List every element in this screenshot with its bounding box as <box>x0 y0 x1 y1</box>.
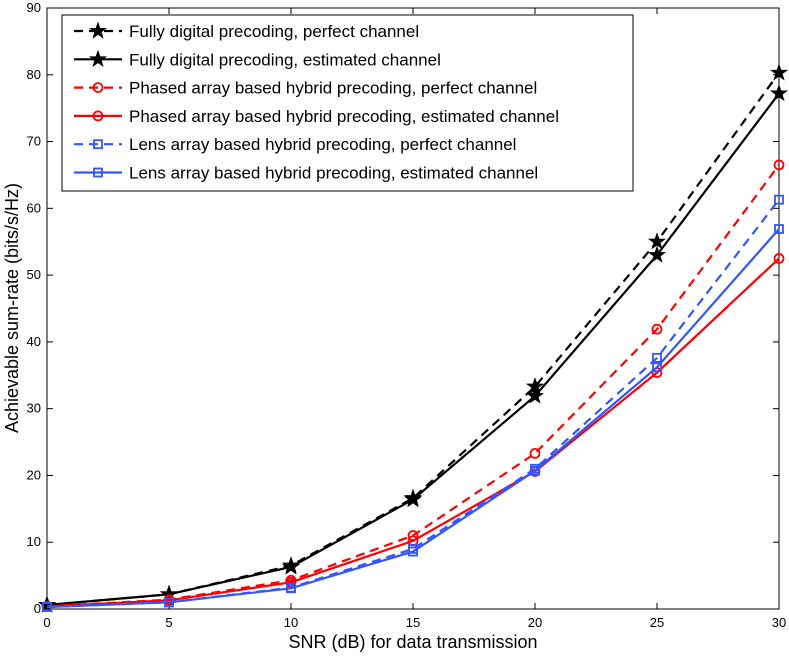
legend-label-5: Lens array based hybrid precoding, estim… <box>129 164 538 183</box>
series-1-point-4 <box>525 386 545 404</box>
y-tick-label-9: 90 <box>27 0 41 15</box>
legend-marker-5 <box>93 167 103 178</box>
legend-marker-1 <box>88 49 108 68</box>
legend-box <box>61 14 634 192</box>
y-tick-label-6: 60 <box>27 200 41 215</box>
x-tick-label-6: 30 <box>772 615 786 630</box>
series-1-point-0 <box>37 595 57 613</box>
series-5-point-5 <box>652 362 662 373</box>
series-4-point-6 <box>774 194 784 205</box>
series-1-point-2 <box>281 557 301 575</box>
series-5-point-4 <box>530 465 540 476</box>
series-5-point-6 <box>774 224 784 234</box>
y-tick-label-4: 40 <box>27 334 41 349</box>
legend-marker-2 <box>92 82 104 93</box>
series-1-point-6 <box>769 83 789 102</box>
y-axis-label: Achievable sum-rate (bits/s/Hz) <box>2 183 22 433</box>
series-5-point-3 <box>408 546 418 557</box>
series-5-point-0 <box>42 602 52 612</box>
legend-label-2: Phased array based hybrid precoding, per… <box>129 79 537 98</box>
x-tick-label-5: 25 <box>650 615 664 630</box>
legend-label-0: Fully digital precoding, perfect channel <box>129 22 419 41</box>
series-3-point-6 <box>773 253 785 264</box>
x-tick-label-0: 0 <box>43 615 50 630</box>
series-5-point-1 <box>164 597 174 608</box>
x-tick-label-3: 15 <box>406 615 420 630</box>
series-2-point-4 <box>529 448 541 459</box>
y-tick-label-3: 30 <box>27 401 41 416</box>
legend-label-1: Fully digital precoding, estimated chann… <box>129 50 441 69</box>
series-1-point-5 <box>647 245 667 263</box>
series-4-point-5 <box>652 353 662 363</box>
y-tick-label-2: 20 <box>27 467 41 482</box>
x-tick-label-1: 5 <box>165 615 172 630</box>
series-line-5 <box>46 228 780 609</box>
legend-label-3: Phased array based hybrid precoding, est… <box>129 107 559 126</box>
legend: Fully digital precoding, perfect channel… <box>61 14 634 192</box>
series-0-point-5 <box>647 232 667 250</box>
y-tick-label-8: 80 <box>27 67 41 82</box>
series-0-point-6 <box>769 63 789 81</box>
series-line-3 <box>46 257 780 608</box>
legend-label-4: Lens array based hybrid precoding, perfe… <box>129 135 516 154</box>
y-tick-label-5: 50 <box>27 267 41 282</box>
x-axis-label: SNR (dB) for data transmission <box>288 632 537 652</box>
legend-marker-0 <box>88 21 108 39</box>
series-2-point-5 <box>651 323 663 335</box>
y-tick-label-1: 10 <box>27 534 41 549</box>
legend-marker-3 <box>92 110 104 122</box>
y-tick-label-7: 70 <box>27 134 41 149</box>
series-layer <box>37 63 789 613</box>
series-5 <box>42 224 784 612</box>
legend-marker-4 <box>93 139 103 150</box>
series-2-point-6 <box>773 159 785 171</box>
series-5-point-2 <box>286 583 296 594</box>
series-1-point-3 <box>403 489 423 508</box>
axes: 0 5 10 15 20 25 30 0 10 20 30 40 50 60 70 80 90 <box>27 0 787 630</box>
x-tick-label-2: 10 <box>284 615 298 630</box>
x-tick-label-4: 20 <box>528 615 542 630</box>
y-tick-label-0: 0 <box>34 601 41 616</box>
